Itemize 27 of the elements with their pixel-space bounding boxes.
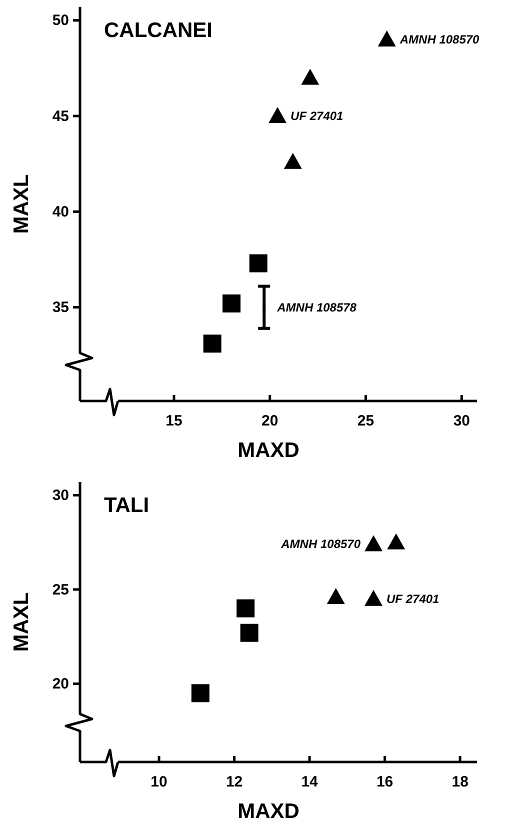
y-tick-label: 35 xyxy=(52,299,69,316)
y-tick-label: 40 xyxy=(52,203,69,220)
x-tick-label: 14 xyxy=(301,774,319,791)
annotation: AMNH 108570 xyxy=(280,537,361,552)
y-axis-title: MAXL xyxy=(10,592,33,652)
x-tick-label: 25 xyxy=(357,412,374,430)
annotation: AMNH 108578 xyxy=(276,300,357,314)
y-tick-label: 20 xyxy=(52,676,69,693)
y-tick-label: 25 xyxy=(52,581,69,598)
x-tick-label: 18 xyxy=(452,774,468,791)
y-axis-title: MAXL xyxy=(10,174,33,234)
x-tick-label: 16 xyxy=(376,774,394,791)
y-tick-label: 50 xyxy=(52,12,69,30)
x-tick-label: 12 xyxy=(226,774,243,791)
x-tick-label: 20 xyxy=(262,412,278,430)
text: TALI xyxy=(104,494,150,517)
x-tick-label: 30 xyxy=(453,412,470,430)
annotation: AMNH 108570 xyxy=(398,32,480,47)
annotation: UF 27401 xyxy=(386,592,440,606)
x-axis-title: MAXD xyxy=(238,800,300,823)
annotation: UF 27401 xyxy=(290,109,344,124)
y-tick-label: 30 xyxy=(52,487,69,504)
y-tick-label: 45 xyxy=(52,108,69,125)
x-axis-title: MAXD xyxy=(238,439,300,462)
x-tick-label: 10 xyxy=(150,774,168,791)
text: CALCANEI xyxy=(104,19,212,42)
x-tick-label: 15 xyxy=(166,412,182,430)
